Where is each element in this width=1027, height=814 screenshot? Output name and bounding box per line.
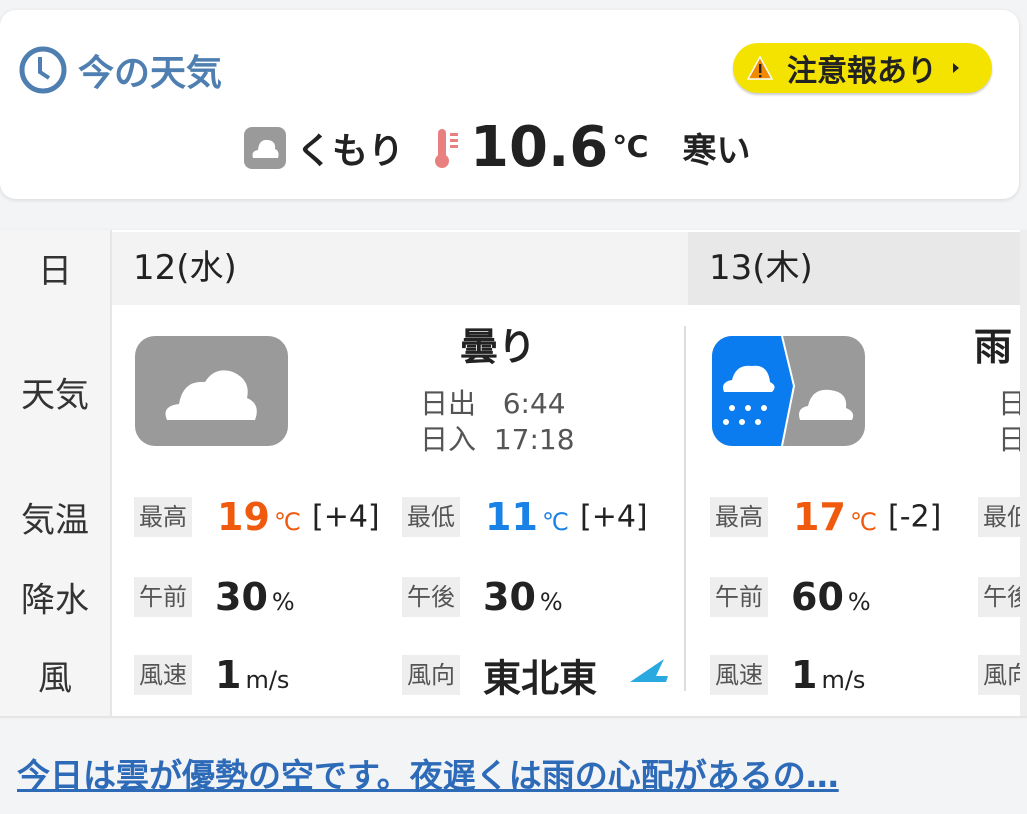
max-label: 最高 — [134, 497, 192, 537]
divider — [0, 716, 1027, 718]
min-label: 最低 — [978, 497, 1027, 537]
day-column: 12(水) 曇り 日出 6:44 日入 17:18 最高 19 ℃ [+4] 最低… — [112, 230, 688, 716]
row-label-day: 日 — [38, 251, 72, 292]
min-temp: 11 ℃ — [485, 495, 569, 539]
current-weather-title: 今の天気 — [18, 44, 222, 96]
wind-direction: 東北東 — [483, 656, 598, 701]
warning-icon — [747, 56, 773, 80]
cloud-icon — [244, 126, 286, 169]
max-diff: [+4] — [312, 499, 380, 535]
current-conditions: くもり 10.6 ℃ 寒い — [244, 115, 751, 180]
forecast-table: 日 天気 気温 降水 風 12(水) 曇り 日出 6:44 日入 17:18 最… — [0, 230, 1027, 716]
min-diff: [+4] — [580, 499, 648, 535]
max-label: 最高 — [710, 497, 768, 537]
current-weather-card: 今の天気 注意報あり くもり 10.6 ℃ 寒い — [0, 10, 1019, 199]
max-temp: 19 ℃ — [217, 495, 301, 539]
pm-label: 午後 — [402, 577, 460, 617]
wind-speed-label: 風速 — [710, 655, 768, 695]
alert-label: 注意報あり — [787, 54, 937, 89]
temperature-unit: ℃ — [612, 130, 649, 165]
scroll-edge — [1020, 230, 1027, 716]
row-label-weather: 天気 — [21, 375, 89, 416]
clock-icon — [19, 46, 67, 94]
thermometer-icon — [435, 128, 459, 168]
rain-then-cloud-icon — [712, 336, 865, 446]
am-precip: 60% — [791, 575, 871, 619]
max-temp: 17 ℃ — [793, 495, 877, 539]
am-label: 午前 — [134, 577, 192, 617]
alert-button[interactable]: 注意報あり — [733, 43, 992, 93]
column-divider — [684, 326, 686, 691]
title-text: 今の天気 — [78, 53, 223, 94]
weather-name: 曇り — [459, 325, 537, 369]
wind-dir-label: 風向 — [978, 655, 1027, 695]
sunset: 日入 17:18 — [420, 423, 575, 456]
max-diff: [-2] — [888, 499, 942, 535]
wind-speed: 1 m/s — [791, 653, 866, 697]
temperature-value: 10.6 — [470, 115, 609, 180]
min-label: 最低 — [402, 497, 460, 537]
condition-text: くもり — [296, 130, 405, 172]
day-header: 13(木) — [688, 232, 1027, 305]
am-precip: 30% — [215, 575, 295, 619]
wind-speed-label: 風速 — [134, 655, 192, 695]
wind-dir-label: 風向 — [402, 655, 460, 695]
row-label-precip: 降水 — [21, 580, 89, 621]
wind-speed: 1 m/s — [215, 653, 290, 697]
row-label-wind: 風 — [38, 658, 72, 699]
wind-arrow-icon — [630, 659, 668, 682]
caret-right-icon — [953, 63, 959, 73]
forecast-summary-link[interactable]: 今日は雲が優勢の空です。夜遅くは雨の心配があるの… — [17, 756, 839, 795]
day-column: 13(木) 雨 日出 日入 最高 17℃ [-2] 最低 午前 60% 午後 風… — [688, 230, 1027, 716]
row-label-temp: 気温 — [21, 500, 89, 541]
row-labels: 日 天気 気温 降水 風 — [0, 230, 112, 716]
am-label: 午前 — [710, 577, 768, 617]
sunrise: 日出 6:44 — [420, 387, 566, 420]
weather-name: 雨 — [973, 325, 1013, 369]
cloud-icon — [135, 336, 288, 446]
day-header: 12(水) — [112, 232, 688, 305]
feel-text: 寒い — [682, 131, 751, 171]
pm-label: 午後 — [978, 577, 1027, 617]
pm-precip: 30% — [483, 575, 563, 619]
